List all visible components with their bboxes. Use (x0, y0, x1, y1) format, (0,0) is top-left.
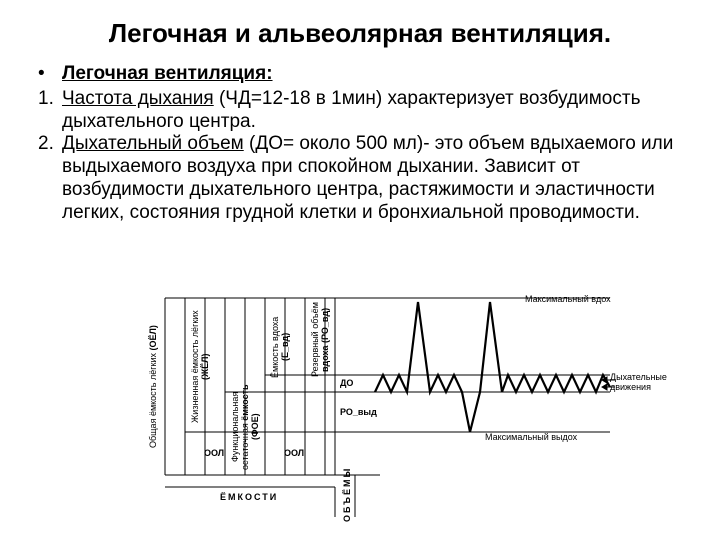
list-item-1: 1. Частота дыхания (ЧД=12-18 в 1мин) хар… (38, 88, 692, 134)
item-text: Частота дыхания (ЧД=12-18 в 1мин) характ… (62, 88, 692, 134)
item2-underline: Дыхательный объем (62, 133, 244, 154)
spirogram-diagram: Общая ёмкость лёгких (ОЁЛ) Жизненная ёмк… (150, 292, 670, 522)
bullet-dot: • (38, 63, 62, 86)
item-text: Дыхательный объем (ДО= около 500 мл)- эт… (62, 133, 692, 224)
list-number: 2. (38, 133, 62, 224)
bullet-item: • Легочная вентиляция: (38, 63, 692, 86)
page-title: Легочная и альвеолярная вентиляция. (28, 18, 692, 49)
subtitle: Легочная вентиляция: (62, 63, 273, 86)
list-number: 1. (38, 88, 62, 134)
spirogram-svg (150, 292, 670, 522)
list-item-2: 2. Дыхательный объем (ДО= около 500 мл)-… (38, 133, 692, 224)
item1-underline: Частота дыхания (62, 88, 214, 109)
content-body: • Легочная вентиляция: 1. Частота дыхани… (28, 63, 692, 225)
